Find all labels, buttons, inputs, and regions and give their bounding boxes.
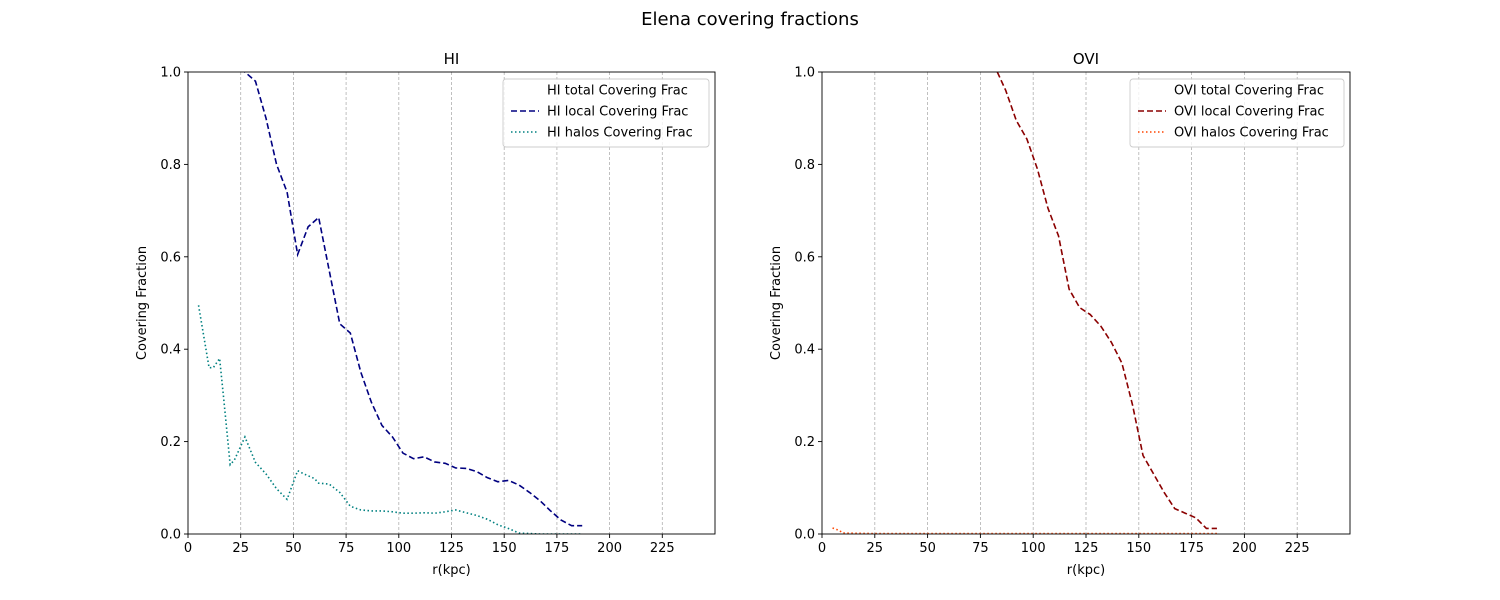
y-tick-label: 0.2: [794, 435, 815, 450]
x-tick-label: 50: [285, 541, 302, 556]
x-tick-label: 25: [867, 541, 884, 556]
legend-label: OVI local Covering Frac: [1174, 105, 1325, 120]
x-tick-label: 200: [597, 541, 622, 556]
series-line-2: [244, 72, 583, 527]
series-line-2: [996, 72, 1217, 530]
legend: OVI total Covering Frac OVI local Coverin…: [1129, 78, 1345, 148]
series-line-3: [832, 527, 1217, 534]
x-tick-label: 75: [972, 541, 989, 556]
x-tick-label: 75: [338, 541, 355, 556]
y-tick-label: 1.0: [794, 66, 815, 81]
x-axis-label: r(kpc): [1067, 563, 1105, 578]
x-tick-label: 175: [1179, 541, 1204, 556]
y-tick-label: 0.8: [794, 158, 815, 173]
legend: HI total Covering Frac HI local Covering …: [502, 78, 710, 148]
y-tick-label: 1.0: [160, 66, 181, 81]
x-tick-label: 225: [650, 541, 675, 556]
y-tick-label: 0.6: [160, 250, 181, 265]
figure-title: Elena covering fractions: [641, 9, 859, 30]
x-tick-label: 175: [544, 541, 569, 556]
y-tick-label: 0.4: [160, 343, 181, 358]
x-tick-label: 100: [386, 541, 411, 556]
legend-label: OVI total Covering Frac: [1174, 84, 1324, 99]
legend-label: HI halos Covering Frac: [547, 126, 693, 141]
x-tick-label: 100: [1021, 541, 1046, 556]
y-tick-label: 0.0: [794, 528, 815, 543]
y-tick-label: 0.6: [794, 250, 815, 265]
legend-label: HI local Covering Frac: [547, 105, 688, 120]
y-axis-label: Covering Fraction: [769, 246, 784, 360]
x-tick-label: 0: [184, 541, 192, 556]
x-tick-label: 225: [1285, 541, 1310, 556]
x-tick-label: 200: [1232, 541, 1257, 556]
x-tick-label: 0: [818, 541, 826, 556]
plot-area: [197, 72, 583, 534]
plot-area: [832, 72, 1217, 534]
x-tick-label: 125: [439, 541, 464, 556]
y-tick-label: 0.8: [160, 158, 181, 173]
legend-label: HI total Covering Frac: [547, 84, 688, 99]
legend-label: OVI halos Covering Frac: [1174, 126, 1329, 141]
legend-box: [1129, 78, 1345, 148]
x-tick-label: 50: [919, 541, 936, 556]
x-tick-label: 150: [1126, 541, 1151, 556]
panel-title: HI: [444, 50, 460, 68]
chart-panel-1: 0 25 50 75 100 125 150 175 200 225 0.0 0.2 0.4 0.6 0.8…: [135, 50, 716, 578]
x-tick-label: 25: [232, 541, 249, 556]
panel-title: OVI: [1073, 50, 1099, 68]
series-line-3: [197, 305, 583, 534]
chart-panel-2: 0 25 50 75 100 125 150 175 200 225 0.0 0.2 0.4 0.6 0.8…: [769, 50, 1351, 578]
legend-box: [502, 78, 710, 148]
y-tick-label: 0.4: [794, 343, 815, 358]
x-tick-label: 150: [492, 541, 517, 556]
x-axis-label: r(kpc): [432, 563, 470, 578]
x-tick-label: 125: [1074, 541, 1099, 556]
y-axis-label: Covering Fraction: [135, 246, 150, 360]
y-tick-label: 0.0: [160, 528, 181, 543]
y-tick-label: 0.2: [160, 435, 181, 450]
